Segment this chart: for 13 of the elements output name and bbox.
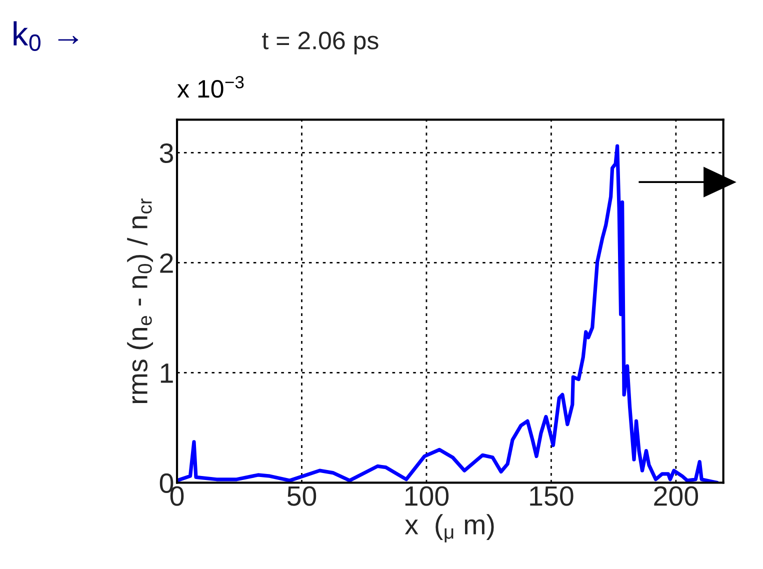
x-axis-title: x ($_{μ}$ m) (404, 514, 494, 542)
chart-title: t = 2.06 ps (262, 32, 378, 54)
y-tick-label: 3 (160, 143, 174, 163)
text: x 10$^{−3}$ (177, 76, 244, 98)
text: k$_{0}$ → (14, 21, 78, 51)
y-tick-label: 1 (160, 364, 173, 383)
x-tick-label: 200 (654, 486, 698, 506)
y-tick-label: 2 (160, 253, 173, 273)
y-axis-title: rms (n$_{e}$ - n$_{0}$) / n$_{cr}$ (127, 198, 154, 404)
line-series (177, 144, 719, 483)
x-tick-label: 50 (287, 486, 316, 506)
x-tick-label: 100 (405, 486, 449, 506)
x-tick-label: 150 (530, 486, 574, 506)
